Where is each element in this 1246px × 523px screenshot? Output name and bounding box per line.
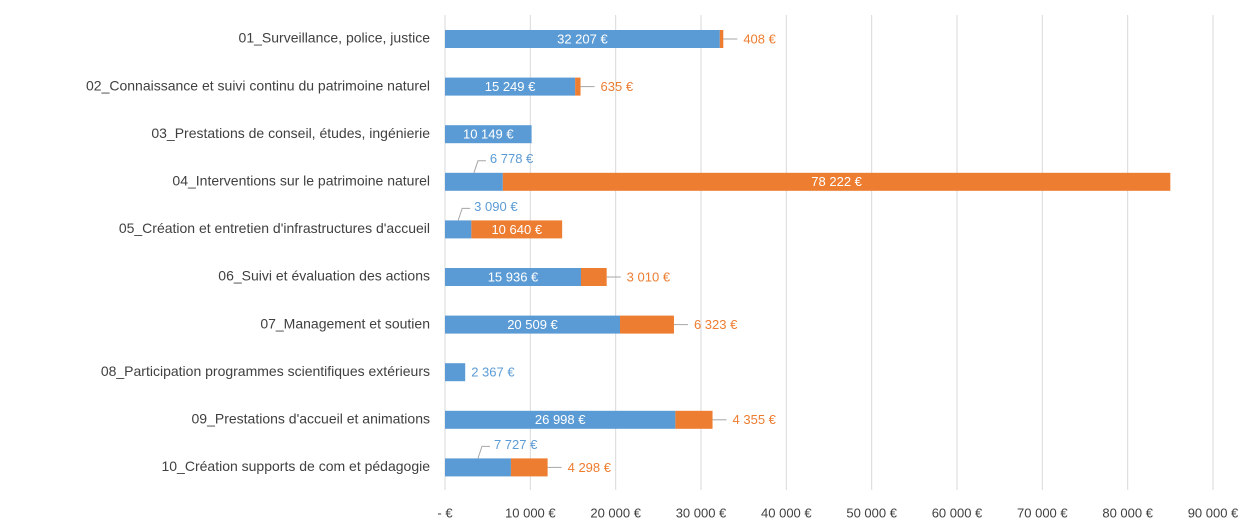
x-tick-label: 50 000 €: [846, 505, 897, 520]
bar: [445, 172, 503, 191]
x-tick-label: 60 000 €: [932, 505, 983, 520]
x-tick-label: 70 000 €: [1017, 505, 1068, 520]
data-label: 78 222 €: [811, 174, 862, 189]
category-label: 02_Connaissance et suivi continu du patr…: [86, 77, 430, 93]
category-label: 10_Création supports de com et pédagogie: [161, 458, 430, 474]
data-label: 408 €: [743, 31, 776, 46]
data-label: 15 249 €: [485, 79, 536, 94]
bar: [580, 268, 607, 286]
bar: [502, 172, 1171, 191]
bar: [620, 315, 674, 334]
data-label: 2 367 €: [471, 365, 515, 380]
data-label: 3 090 €: [474, 199, 518, 214]
x-tick-label: 30 000 €: [676, 505, 727, 520]
bar: [445, 410, 676, 429]
x-tick-label: 20 000 €: [590, 505, 641, 520]
data-label: 635 €: [601, 79, 634, 94]
bar: [445, 220, 472, 239]
data-label: 4 355 €: [733, 412, 777, 427]
category-label: 07_Management et soutien: [260, 315, 430, 331]
category-label: 01_Surveillance, police, justice: [239, 30, 431, 46]
leader-line: [477, 445, 490, 459]
leader-line: [457, 207, 471, 221]
data-label: 7 727 €: [494, 437, 538, 452]
x-tick-label: - €: [437, 505, 453, 520]
data-label: 32 207 €: [557, 31, 608, 46]
bar: [445, 363, 466, 382]
data-label: 6 323 €: [694, 317, 738, 332]
category-label: 05_Création et entretien d'infrastructur…: [119, 220, 430, 236]
bar: [445, 268, 581, 286]
data-label: 15 936 €: [488, 269, 539, 284]
bar: [445, 125, 532, 144]
leader-line: [473, 160, 486, 173]
bar: [575, 77, 581, 96]
x-tick-label: 80 000 €: [1102, 505, 1153, 520]
category-label: 08_Participation programmes scientifique…: [101, 363, 430, 379]
data-label: 3 010 €: [627, 269, 671, 284]
bar: [445, 458, 511, 477]
data-label: 10 149 €: [463, 127, 514, 142]
bar: [445, 77, 576, 96]
bar: [471, 220, 563, 239]
x-tick-label: 90 000 €: [1188, 505, 1239, 520]
data-label: 10 640 €: [491, 222, 542, 237]
data-label: 6 778 €: [490, 151, 534, 166]
data-label: 26 998 €: [535, 412, 586, 427]
category-label: 09_Prestations d'accueil et animations: [192, 411, 430, 427]
x-tick-label: 10 000 €: [505, 505, 556, 520]
category-label: 06_Suivi et évaluation des actions: [218, 268, 430, 284]
bar: [445, 315, 621, 334]
bar: [510, 458, 548, 477]
x-tick-label: 40 000 €: [761, 505, 812, 520]
bar: [675, 410, 713, 429]
data-label: 20 509 €: [507, 317, 558, 332]
data-label: 4 298 €: [568, 460, 612, 475]
category-label: 04_Interventions sur le patrimoine natur…: [172, 173, 430, 189]
bar: [719, 30, 724, 48]
category-label: 03_Prestations de conseil, études, ingén…: [151, 125, 430, 141]
bar: [445, 30, 720, 48]
